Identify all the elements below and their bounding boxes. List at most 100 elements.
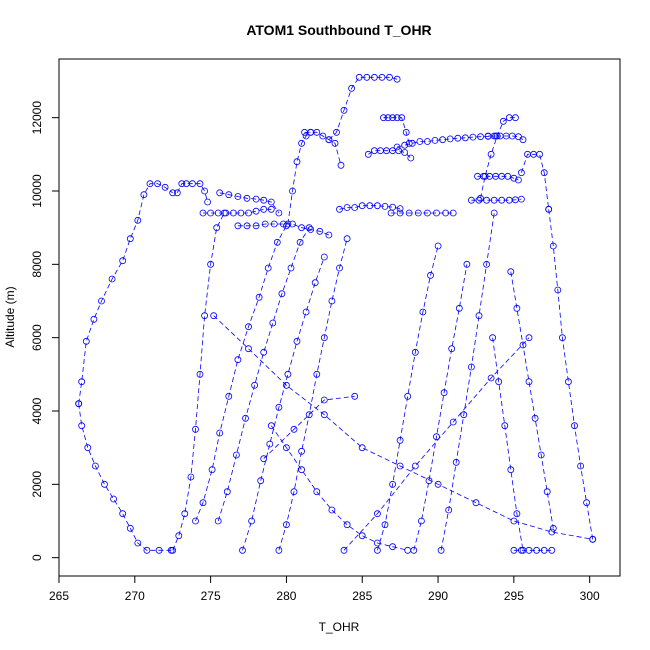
series-group — [234, 220, 333, 239]
data-point — [549, 524, 557, 532]
data-point — [199, 209, 207, 217]
data-point — [252, 222, 260, 230]
data-point — [293, 337, 301, 345]
data-point — [583, 499, 590, 507]
data-point — [510, 546, 518, 554]
x-tick-label: 300 — [580, 589, 600, 603]
series-group — [380, 114, 413, 147]
data-point — [434, 242, 442, 250]
data-point — [201, 312, 209, 320]
data-point — [320, 253, 328, 261]
data-point — [316, 227, 324, 235]
data-point — [477, 133, 484, 141]
data-point — [363, 73, 371, 81]
series-line — [278, 238, 348, 551]
data-point — [490, 196, 498, 204]
data-point — [404, 392, 412, 400]
data-point — [154, 180, 162, 188]
data-point — [433, 209, 440, 217]
data-point — [207, 209, 215, 217]
data-point — [110, 495, 117, 503]
data-point — [358, 444, 366, 452]
data-point — [351, 204, 359, 211]
data-point — [452, 458, 460, 466]
data-point — [351, 392, 359, 400]
data-point — [393, 114, 401, 122]
data-point — [463, 260, 471, 268]
data-point — [498, 196, 506, 204]
data-point — [483, 260, 491, 268]
data-point — [469, 133, 477, 141]
data-point — [234, 356, 242, 364]
series-group — [364, 147, 415, 162]
data-point — [537, 451, 545, 459]
series-line — [328, 76, 398, 140]
data-point — [402, 128, 410, 136]
data-point — [313, 128, 321, 136]
data-point — [336, 264, 343, 272]
data-point — [439, 136, 447, 144]
data-point — [425, 477, 433, 485]
data-point — [475, 312, 483, 320]
data-point — [78, 378, 86, 386]
data-point — [328, 506, 336, 514]
data-point — [483, 196, 491, 204]
series-group — [216, 189, 283, 217]
data-point — [242, 414, 249, 422]
series-line — [172, 212, 225, 551]
data-point — [245, 345, 252, 353]
series-group — [467, 195, 525, 204]
data-point — [396, 205, 404, 213]
data-point — [358, 532, 366, 540]
series-group — [373, 242, 442, 554]
data-point — [232, 451, 240, 459]
data-point — [504, 172, 512, 180]
series-group — [173, 180, 212, 206]
data-point — [419, 308, 427, 316]
data-point — [223, 488, 231, 496]
data-point — [475, 196, 483, 204]
data-point — [305, 224, 313, 232]
data-point — [181, 510, 189, 518]
data-point — [82, 337, 90, 345]
data-point — [389, 480, 397, 488]
y-axis: 0 2000 4000 6000 8000 10000 12000 — [30, 101, 60, 561]
x-tick-label: 265 — [49, 589, 69, 603]
data-point — [373, 202, 381, 210]
data-point — [320, 396, 328, 404]
data-point — [161, 183, 169, 191]
series-line — [397, 135, 496, 148]
data-point — [320, 334, 328, 342]
series-line — [368, 150, 412, 159]
data-point — [210, 312, 218, 320]
data-point — [214, 517, 222, 525]
data-point — [536, 150, 543, 158]
data-point — [364, 150, 372, 158]
series-line — [213, 315, 593, 540]
data-point — [510, 517, 518, 525]
data-point — [225, 392, 233, 400]
data-point — [396, 436, 404, 444]
series-group — [275, 235, 351, 554]
data-point — [387, 209, 395, 217]
data-point — [495, 378, 503, 386]
data-point — [366, 202, 374, 210]
data-point — [381, 521, 389, 529]
data-point — [386, 73, 393, 81]
series-group — [284, 128, 315, 228]
data-point — [290, 425, 298, 433]
data-point — [269, 319, 277, 327]
data-point — [216, 189, 224, 197]
data-point — [333, 128, 340, 136]
data-point — [343, 204, 351, 211]
data-point — [445, 506, 453, 514]
data-point — [401, 149, 409, 156]
data-point — [119, 257, 127, 265]
x-tick-label: 275 — [201, 589, 221, 603]
series-line — [287, 131, 311, 225]
series-group — [210, 312, 597, 543]
series-group — [192, 222, 290, 525]
series-line — [270, 425, 408, 551]
data-point — [146, 180, 154, 188]
data-point — [207, 260, 215, 268]
